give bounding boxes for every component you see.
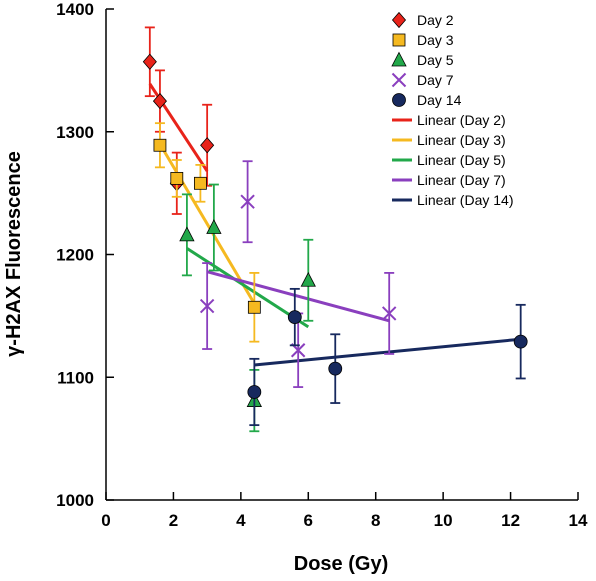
legend-marker — [392, 33, 406, 47]
data-point — [170, 171, 184, 185]
x-tick-label: 4 — [236, 511, 246, 530]
data-point — [153, 138, 167, 152]
data-point — [152, 92, 167, 110]
x-tick-label: 12 — [501, 511, 520, 530]
legend-label: Linear (Day 5) — [417, 152, 506, 168]
data-point — [287, 310, 302, 325]
legend-label: Linear (Day 2) — [417, 112, 506, 128]
legend-label: Day 3 — [417, 32, 454, 48]
legend-label: Day 7 — [417, 72, 454, 88]
legend-label: Linear (Day 3) — [417, 132, 506, 148]
data-point — [179, 226, 195, 242]
x-tick-label: 8 — [371, 511, 380, 530]
data-point — [206, 219, 222, 234]
x-axis-title: Dose (Gy) — [294, 553, 388, 575]
y-tick-label: 1200 — [56, 246, 94, 265]
data-point — [247, 300, 261, 314]
data-point — [381, 306, 397, 321]
legend-label: Linear (Day 7) — [417, 172, 506, 188]
axes: 0 2 4 6 8 10 12 14 1000 1100 1200 1300 1400 — [56, 0, 588, 530]
y-tick-label: 1000 — [56, 491, 94, 510]
x-tick-label: 0 — [101, 511, 110, 530]
y-tick-label: 1400 — [56, 0, 94, 19]
legend-marker — [391, 11, 407, 29]
x-tick-label: 10 — [434, 511, 453, 530]
data-point — [200, 137, 215, 154]
trendline — [186, 247, 310, 329]
data-point — [199, 298, 215, 314]
legend-marker — [391, 72, 407, 88]
legend: Day 2 Day 3 Day 5 Day 7 Day 14 Linear (Day 2)… — [391, 11, 514, 208]
trendline — [206, 270, 390, 323]
legend-label: Linear (Day 14) — [417, 192, 514, 208]
data-point — [193, 176, 207, 190]
x-tick-label: 2 — [169, 511, 178, 530]
legend-label: Day 5 — [417, 52, 454, 68]
plot-area — [142, 26, 528, 433]
x-tick-label: 14 — [569, 511, 588, 530]
legend-marker — [391, 51, 407, 67]
data-point — [142, 53, 157, 70]
data-point — [328, 361, 343, 376]
data-point — [300, 271, 316, 287]
legend-label: Day 2 — [417, 12, 454, 28]
y-tick-label: 1100 — [57, 368, 94, 387]
data-point — [247, 385, 262, 399]
x-tick-label: 6 — [304, 511, 313, 530]
data-point — [513, 334, 528, 349]
legend-label: Day 14 — [417, 92, 462, 108]
y-axis-title: γ-H2AX Fluorescence — [3, 151, 25, 357]
data-point — [240, 194, 255, 209]
y-tick-label: 1300 — [56, 123, 94, 142]
legend-marker — [392, 93, 406, 107]
trendline — [158, 143, 256, 305]
